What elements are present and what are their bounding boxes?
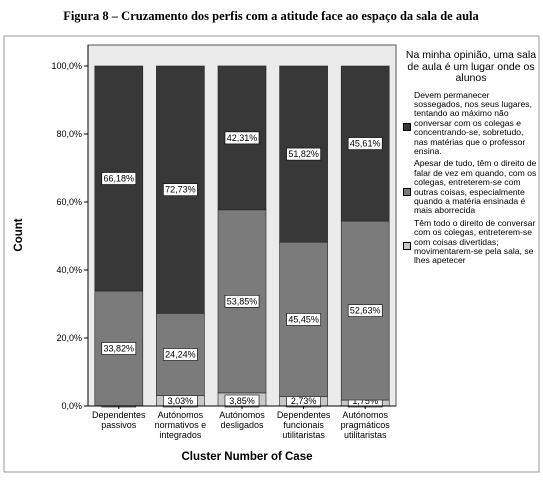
y-tick-label: 20,0% xyxy=(56,333,82,343)
value-label-group: 45,61% xyxy=(347,137,383,150)
value-label: 3,03% xyxy=(168,396,194,406)
value-label-group: 3,85% xyxy=(224,394,260,408)
legend: Na minha opinião, uma sala de aula é um … xyxy=(403,49,539,269)
legend-title: Na minha opinião, uma sala de aula é um … xyxy=(405,49,537,84)
legend-swatch xyxy=(403,187,411,196)
value-label: 45,61% xyxy=(350,139,381,149)
value-label-group: 53,85% xyxy=(224,295,260,308)
x-axis-label: Cluster Number of Case xyxy=(181,451,312,463)
value-label-box xyxy=(101,172,137,185)
value-label-group: 33,82% xyxy=(101,342,137,355)
legend-item: Têm todo o direito de conversar com os c… xyxy=(403,217,539,266)
legend-item: Devem permanecer sossegados, nos seus lu… xyxy=(403,89,539,157)
value-label-box xyxy=(163,183,198,196)
value-label: 52,63% xyxy=(350,306,381,316)
y-tick-label: 60,0% xyxy=(56,197,82,207)
value-label: 2,73% xyxy=(291,396,317,406)
y-tick-label: 40,0% xyxy=(56,265,82,275)
legend-label: Devem permanecer sossegados, nos seus lu… xyxy=(414,89,532,156)
value-label: 51,82% xyxy=(288,149,319,159)
value-label: 45,45% xyxy=(288,314,319,324)
legend-label: Apesar de tudo, têm o direito de falar d… xyxy=(414,158,537,216)
value-label-group: 72,73% xyxy=(163,183,198,196)
value-label-box xyxy=(347,137,383,150)
value-label-group: 3,03% xyxy=(163,394,198,408)
value-label: 24,24% xyxy=(165,349,196,359)
value-label-box xyxy=(101,342,137,355)
value-label-group: 52,63% xyxy=(347,304,383,317)
x-tick-label: Dependentes passivos xyxy=(92,410,146,430)
value-label: 72,73% xyxy=(165,185,196,195)
value-label-box xyxy=(224,131,260,145)
value-label-group: 42,31% xyxy=(224,131,260,145)
value-label-box xyxy=(286,147,321,161)
value-label: 33,82% xyxy=(104,344,135,354)
value-label-group: 24,24% xyxy=(163,348,198,361)
chart-title: Figura 8 – Cruzamento dos perfis com a a… xyxy=(63,9,479,23)
x-tick-label: Autónomos pragmáticos utilitaristas xyxy=(341,410,391,440)
x-tick-label: Autónomos desligados xyxy=(219,410,265,430)
value-label: 53,85% xyxy=(227,296,258,306)
y-axis-label: Count xyxy=(13,218,25,251)
y-tick-label: 80,0% xyxy=(56,129,82,139)
value-label-box xyxy=(163,348,198,361)
value-label: 42,31% xyxy=(227,133,258,143)
value-label-group: 45,45% xyxy=(286,313,321,326)
legend-swatch xyxy=(403,242,411,251)
y-tick-label: 100,0% xyxy=(51,61,82,71)
legend-item: Apesar de tudo, têm o direito de falar d… xyxy=(403,159,539,215)
x-tick-label: Autónomos normativos e integrados xyxy=(155,410,207,440)
x-tick-label: Dependentes funcionais utilitaristas xyxy=(277,410,331,440)
value-label-group: 51,82% xyxy=(286,147,321,161)
y-tick-label: 0,0% xyxy=(61,401,82,411)
value-label-box xyxy=(286,313,321,326)
value-label: 66,18% xyxy=(104,174,135,184)
value-label-group: 66,18% xyxy=(101,172,137,185)
value-label-box xyxy=(224,295,260,308)
value-label: 3,85% xyxy=(229,396,255,406)
legend-swatch xyxy=(403,123,411,132)
legend-label: Têm todo o direito de conversar com os c… xyxy=(414,217,536,266)
value-label: 1,75% xyxy=(352,396,378,406)
value-label-box xyxy=(347,304,383,317)
